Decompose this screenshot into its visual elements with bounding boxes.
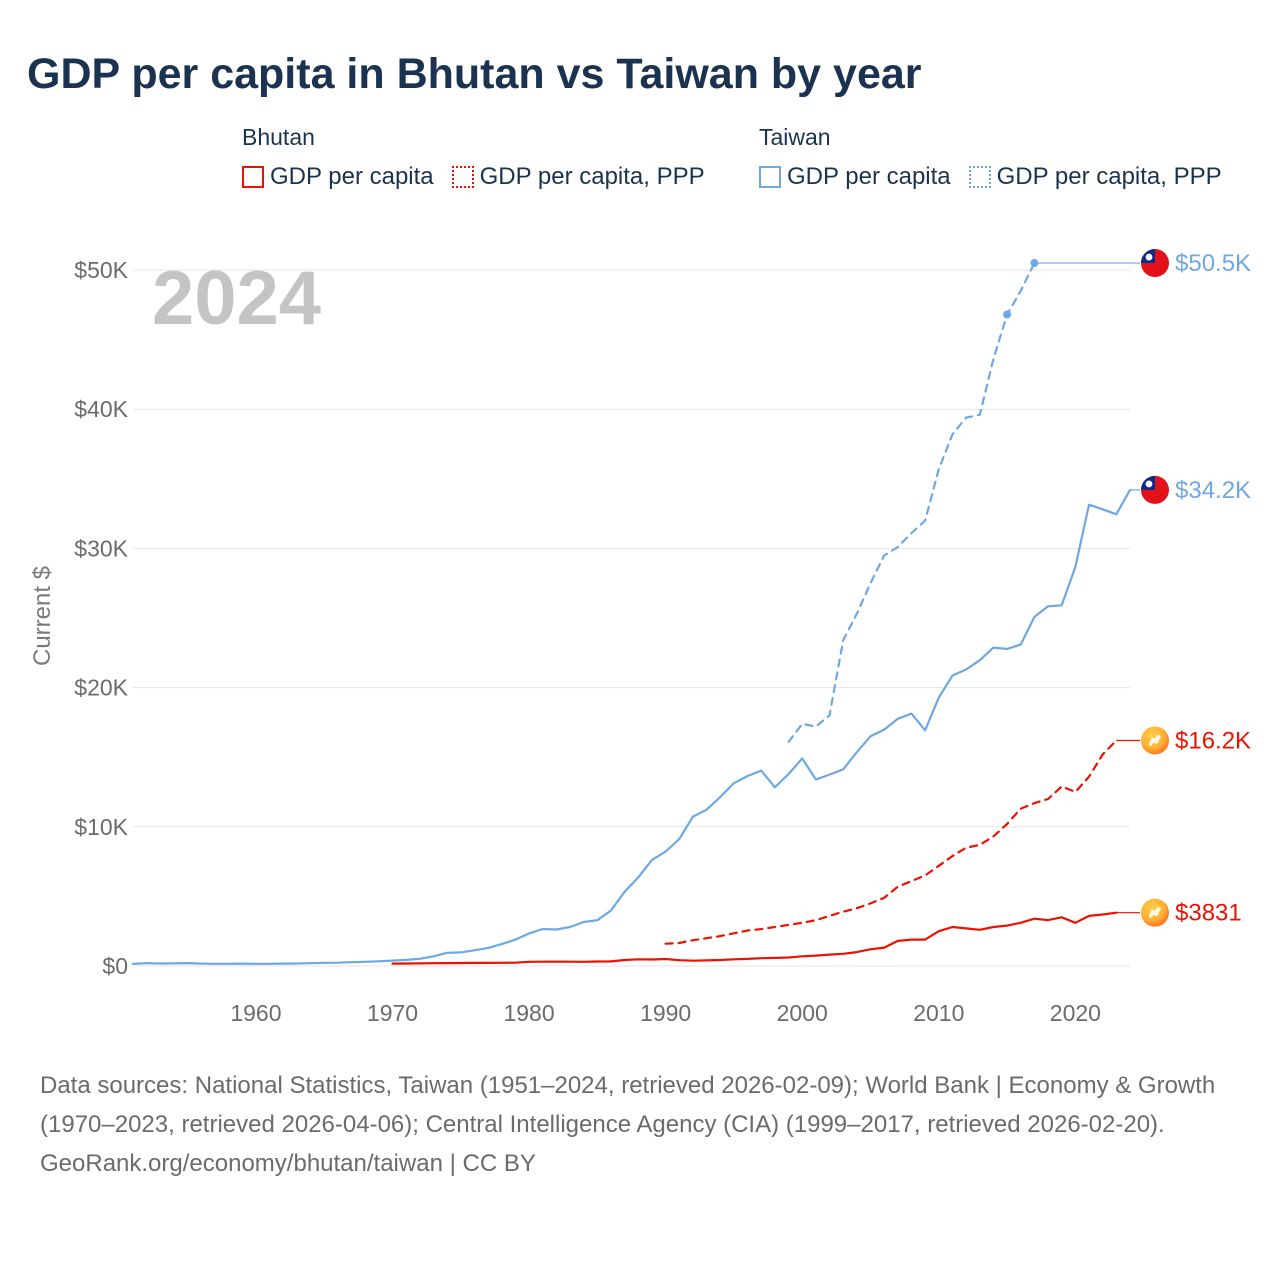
y-tick-label: $30K	[74, 535, 128, 561]
bhutan-flag-icon	[1141, 726, 1169, 755]
legend-swatch-bhutan-gdp-ppp	[451, 166, 474, 188]
x-tick-label: 1970	[367, 1000, 418, 1026]
legend-label-taiwan-gdp-ppp: GDP per capita, PPP	[996, 163, 1222, 190]
series	[131, 259, 1132, 966]
legend-swatch-bhutan-gdp	[242, 166, 264, 188]
data-sources: Data sources: National Statistics, Taiwa…	[40, 1072, 1216, 1138]
y-tick-label: $0	[102, 953, 128, 979]
y-axis-label: Current $	[29, 566, 56, 666]
footer: Data sources: National Statistics, Taiwa…	[40, 1066, 1240, 1183]
series-line-0[interactable]	[787, 261, 1036, 744]
legend-item-taiwan-gdp-ppp[interactable]: GDP per capita, PPP	[968, 163, 1222, 191]
legend-group-taiwan: Taiwan GDP per capita GDP per capita, PP…	[759, 124, 1222, 191]
taiwan-flag-icon	[1141, 249, 1169, 278]
legend-label-taiwan-gdp: GDP per capita	[787, 163, 951, 190]
bhutan-flag-icon	[1141, 898, 1169, 927]
legend-swatch-taiwan-gdp-ppp	[968, 166, 991, 188]
axes: $0 $10K $20K $30K $40K $50K 1960 1970 1980 1990 20…	[74, 257, 1101, 1026]
x-tick-label: 2010	[913, 1000, 964, 1026]
legend-group-bhutan: Bhutan GDP per capita GDP per capita, PP…	[242, 124, 705, 191]
year-watermark: 2024	[152, 256, 321, 341]
x-tick-label: 2020	[1050, 1000, 1101, 1026]
data-point-marker[interactable]	[1003, 310, 1012, 319]
y-tick-label: $20K	[74, 675, 128, 701]
series-line-2[interactable]	[664, 739, 1118, 945]
legend-label-bhutan-gdp: GDP per capita	[270, 163, 434, 190]
grid	[133, 269, 1130, 967]
legend-item-bhutan-gdp-ppp[interactable]: GDP per capita, PPP	[451, 163, 705, 191]
x-tick-label: 1960	[230, 1000, 281, 1026]
series-line-3[interactable]	[391, 911, 1118, 965]
series-line-1[interactable]	[131, 488, 1132, 966]
x-tick-label: 1990	[640, 1000, 691, 1026]
end-value-label: $34.2K	[1175, 477, 1251, 504]
y-tick-label: $40K	[74, 396, 128, 422]
end-labels: $50.5K $34.2K $16.2K $3831	[1034, 249, 1251, 927]
x-tick-label: 2000	[777, 1000, 828, 1026]
legend-label-bhutan-gdp-ppp: GDP per capita, PPP	[479, 163, 705, 190]
x-tick-label: 1980	[503, 1000, 554, 1026]
end-value-label: $50.5K	[1175, 250, 1251, 277]
end-value-label: $16.2K	[1175, 727, 1251, 754]
legend-item-bhutan-gdp[interactable]: GDP per capita	[242, 163, 434, 191]
legend-swatch-taiwan-gdp	[759, 166, 781, 188]
taiwan-flag-icon	[1141, 475, 1169, 504]
legend-heading-bhutan: Bhutan	[242, 124, 315, 150]
y-tick-label: $50K	[74, 257, 128, 283]
credit-link[interactable]: GeoRank.org/economy/bhutan/taiwan | CC B…	[40, 1150, 536, 1177]
legend-heading-taiwan: Taiwan	[759, 124, 831, 150]
legend-item-taiwan-gdp[interactable]: GDP per capita	[759, 163, 951, 191]
end-value-label: $3831	[1175, 900, 1242, 927]
chart-title: GDP per capita in Bhutan vs Taiwan by ye…	[27, 50, 922, 98]
line-chart: 2024 $0 $10K $20K $30K $40K $50K 1960 1970 1980 1…	[29, 249, 1251, 1026]
y-tick-label: $10K	[74, 814, 128, 840]
